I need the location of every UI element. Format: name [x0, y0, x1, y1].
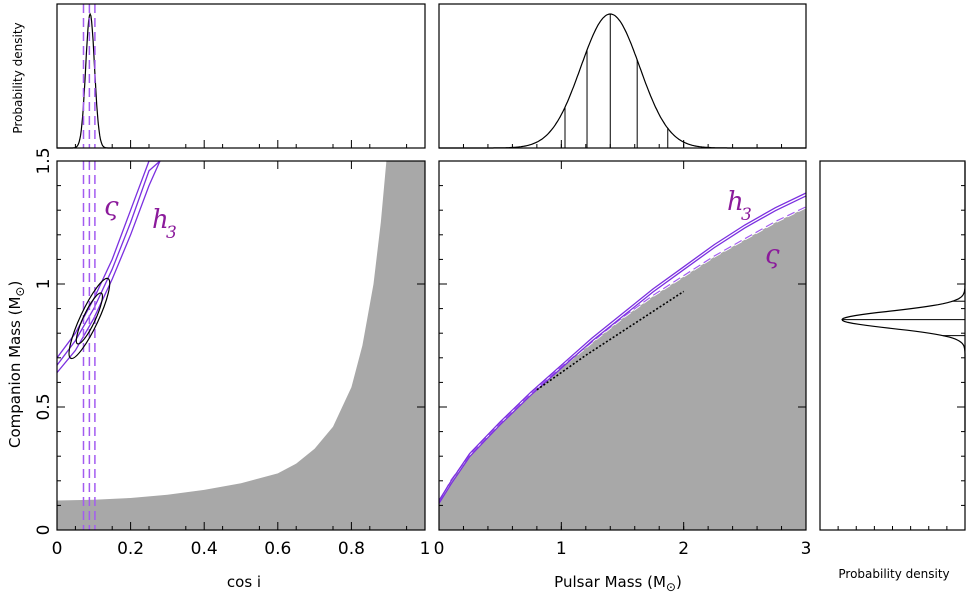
h3-curve-mid-a	[439, 192, 806, 501]
contour-mid	[536, 290, 685, 391]
h3-curve-mid-b	[439, 195, 806, 504]
y-tick-label-left-3: 1.5	[34, 147, 54, 174]
plot-area-left	[57, 161, 425, 530]
panel-cosi-pdf	[56, 3, 426, 149]
contour-outer	[68, 277, 111, 360]
frame-left	[56, 160, 426, 531]
x-tick-label-left-1: 0.2	[117, 539, 144, 559]
mp-pdf-curve	[439, 13, 806, 149]
excluded-region-left	[57, 161, 425, 530]
mc-pdf-curve	[841, 162, 966, 432]
frame-top-mid	[438, 3, 807, 149]
x-tick-label-mid-3: 3	[801, 539, 812, 559]
y-tick-label-left-1: 0.5	[34, 393, 54, 420]
y-tick-label-left-2: 1	[34, 279, 54, 290]
panel-pulsar-mass-pdf	[438, 3, 807, 149]
panel-companion-mass-pdf	[819, 160, 966, 531]
frame-top-left	[56, 3, 426, 149]
xlabel-probability-density: Probability density	[838, 567, 949, 581]
x-tick-label-left-4: 0.8	[338, 539, 365, 559]
x-tick-label-mid-1: 1	[556, 539, 567, 559]
h3-annotation-mid-sub: 3	[741, 205, 752, 225]
frame-mid	[438, 160, 807, 531]
h3-band-curve-2	[57, 161, 160, 359]
excluded-region-mid	[439, 207, 806, 530]
x-tick-label-left-5: 1	[420, 539, 431, 559]
x-tick-label-left-2: 0.4	[191, 539, 218, 559]
frame-right	[819, 160, 966, 531]
panel-cosi-vs-mass: 0 0.2 0.4 0.6 0.8 1 0 0.5 1 1.5 ς h3	[34, 147, 430, 559]
h3-band-curve-0	[57, 161, 161, 374]
x-tick-label-mid-2: 2	[678, 539, 689, 559]
xlabel-cosi: cos i	[227, 573, 261, 591]
xlabel-pulsar-mass: Pulsar Mass (M⊙)	[554, 573, 682, 594]
h3-annotation-mid: h	[727, 187, 744, 217]
x-tick-label-left-3: 0.6	[264, 539, 291, 559]
ylabel-companion-mass: Companion Mass (M⊙)	[6, 281, 27, 448]
contour-inner	[75, 292, 104, 345]
plot-area-mid	[439, 192, 806, 530]
h3-annotation-left: h	[152, 205, 169, 235]
varsigma-annotation-left: ς	[104, 192, 119, 222]
h3-annotation-left-sub: 3	[166, 223, 177, 243]
varsigma-annotation-mid: ς	[765, 240, 780, 270]
x-tick-label-mid-0: 0	[434, 539, 445, 559]
varsigma-curve-mid-purple	[439, 206, 806, 503]
cosi-pdf-curve	[57, 12, 149, 149]
ylabel-probability-density: Probability density	[11, 22, 25, 133]
x-tick-label-left-0: 0	[52, 539, 63, 559]
h3-band-curve-1	[57, 161, 161, 366]
y-tick-label-left-0: 0	[34, 525, 54, 536]
